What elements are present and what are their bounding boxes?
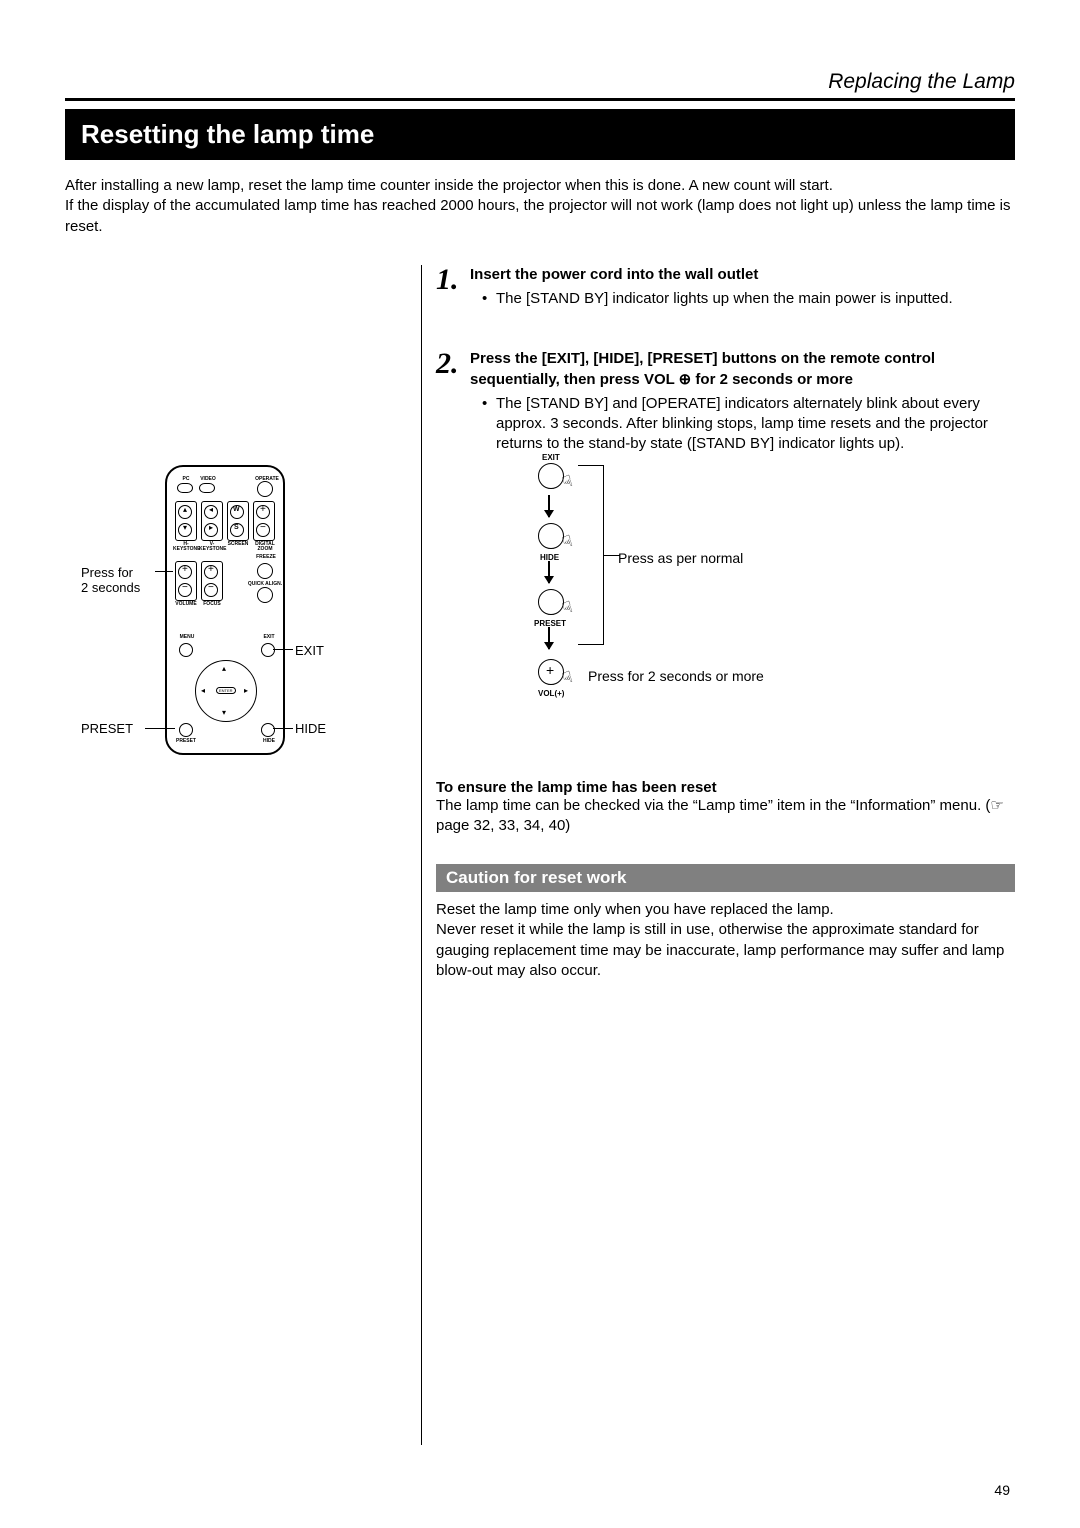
finger-icon: ☟ xyxy=(560,667,577,691)
bullet-icon: • xyxy=(482,394,496,455)
ensure-heading: To ensure the lamp time has been reset xyxy=(436,779,1015,796)
seq-note-normal: Press as per normal xyxy=(618,549,743,568)
label-hide: HIDE xyxy=(259,739,279,744)
lead-vol xyxy=(155,571,173,572)
seq-bracket xyxy=(578,465,604,645)
btn-vol-minus xyxy=(178,583,192,597)
seq-label-preset: PRESET xyxy=(534,619,566,630)
step-1: 1. Insert the power cord into the wall o… xyxy=(436,265,1015,310)
btn-focus-minus xyxy=(204,583,218,597)
label-exit: EXIT xyxy=(259,635,279,640)
seq-label-vol: VOL(+) xyxy=(538,689,564,700)
arrow-icon xyxy=(548,495,550,517)
label-focus: FOCUS xyxy=(201,602,223,607)
breadcrumb: Replacing the Lamp xyxy=(65,70,1015,98)
seq-note-hold: Press for 2 seconds or more xyxy=(588,667,764,686)
btn-focus-plus xyxy=(204,565,218,579)
step-head-2: Press the [EXIT], [HIDE], [PRESET] butto… xyxy=(470,349,1015,390)
lead-exit xyxy=(273,649,293,650)
step-num-2: 2. xyxy=(436,349,470,738)
label-pc: PC xyxy=(177,477,195,482)
label-screen: SCREEN xyxy=(225,542,251,547)
btn-video xyxy=(199,483,215,493)
remote-illustration: PC VIDEO OPERATE ▴ ▾ ◂ ▸ W S H-KEYSTON xyxy=(165,465,285,755)
sequence-diagram: EXIT ☟ ☟ HIDE Press as per normal ☟ PRES… xyxy=(498,459,1015,739)
finger-icon: ☟ xyxy=(560,531,577,555)
btn-screen-w: W xyxy=(230,505,244,519)
step-num-1: 1. xyxy=(436,265,470,310)
seq-btn-hide: ☟ xyxy=(538,523,564,549)
label-dzoom: DIGITAL ZOOM xyxy=(251,542,279,552)
lead-preset xyxy=(145,728,175,729)
label-preset: PRESET xyxy=(175,739,197,744)
label-vkey: V-KEYSTONE xyxy=(199,542,225,552)
label-volume: VOLUME xyxy=(175,602,197,607)
callout-exit: EXIT xyxy=(295,643,324,659)
btn-vkey-up: ◂ xyxy=(204,505,218,519)
btn-quickalign xyxy=(257,587,273,603)
bullet-icon: • xyxy=(482,289,496,309)
caution-text: Reset the lamp time only when you have r… xyxy=(436,900,1015,981)
step-2: 2. Press the [EXIT], [HIDE], [PRESET] bu… xyxy=(436,349,1015,738)
label-menu: MENU xyxy=(177,635,197,640)
label-quick: QUICK ALIGN. xyxy=(247,582,283,587)
btn-vol-plus xyxy=(178,565,192,579)
arrow-icon xyxy=(548,561,550,583)
btn-hkey-up: ▴ xyxy=(178,505,192,519)
content-columns: PC VIDEO OPERATE ▴ ▾ ◂ ▸ W S H-KEYSTON xyxy=(65,265,1015,1445)
label-hkey: H-KEYSTONE xyxy=(173,542,199,552)
btn-operate xyxy=(257,481,273,497)
btn-hkey-dn: ▾ xyxy=(178,523,192,537)
step-bullet-2: The [STAND BY] and [OPERATE] indicators … xyxy=(496,394,1015,455)
step-bullet-1: The [STAND BY] indicator lights up when … xyxy=(496,289,953,309)
callout-hide: HIDE xyxy=(295,721,326,737)
ensure-text: The lamp time can be checked via the “La… xyxy=(436,796,1015,837)
intro-text: After installing a new lamp, reset the l… xyxy=(65,176,1015,237)
btn-menu xyxy=(179,643,193,657)
btn-hide xyxy=(261,723,275,737)
caution-heading: Caution for reset work xyxy=(436,864,1015,892)
btn-preset xyxy=(179,723,193,737)
btn-dzoom-minus xyxy=(256,523,270,537)
page-number: 49 xyxy=(994,1482,1010,1498)
btn-pc xyxy=(177,483,193,493)
section-title: Resetting the lamp time xyxy=(65,109,1015,160)
btn-freeze xyxy=(257,563,273,579)
dpad: ▴ ▾ ◂ ▸ ENTER xyxy=(195,660,259,724)
seq-btn-preset: ☟ xyxy=(538,589,564,615)
column-divider xyxy=(421,265,422,1445)
callout-press2s: Press for 2 seconds xyxy=(81,565,157,596)
btn-dzoom-plus xyxy=(256,505,270,519)
finger-icon: ☟ xyxy=(560,471,577,495)
seq-btn-exit: ☟ xyxy=(538,463,564,489)
label-video: VIDEO xyxy=(199,477,217,482)
lead-hide xyxy=(273,728,293,729)
left-column: PC VIDEO OPERATE ▴ ▾ ◂ ▸ W S H-KEYSTON xyxy=(65,265,415,825)
arrow-icon xyxy=(548,627,550,649)
callout-preset: PRESET xyxy=(81,721,133,737)
btn-exit xyxy=(261,643,275,657)
btn-vkey-dn: ▸ xyxy=(204,523,218,537)
step-head-1: Insert the power cord into the wall outl… xyxy=(470,265,1015,285)
seq-btn-vol: +☟ xyxy=(538,659,564,685)
top-rule xyxy=(65,98,1015,101)
btn-enter: ENTER xyxy=(216,687,236,694)
btn-screen-s: S xyxy=(230,523,244,537)
label-freeze: FREEZE xyxy=(253,555,279,560)
right-column: 1. Insert the power cord into the wall o… xyxy=(436,265,1015,1445)
finger-icon: ☟ xyxy=(560,597,577,621)
